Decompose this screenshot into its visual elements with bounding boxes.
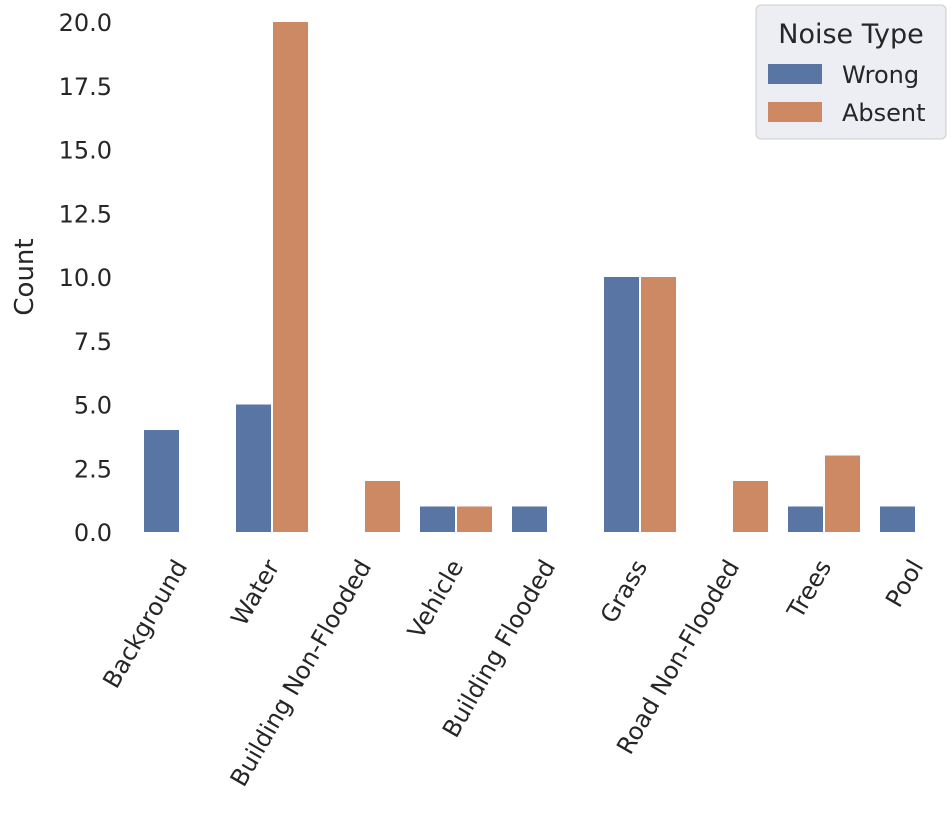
bar-wrong — [420, 506, 455, 532]
bar-absent — [365, 481, 400, 532]
bar-absent — [825, 455, 860, 532]
bars — [144, 22, 915, 532]
bar-wrong — [512, 506, 547, 532]
legend-swatch-absent — [768, 102, 822, 122]
y-tick-label: 0.0 — [74, 519, 112, 547]
bar-absent — [733, 481, 768, 532]
x-tick-label: Grass — [595, 555, 653, 628]
bar-wrong — [880, 506, 915, 532]
y-tick-label: 5.0 — [74, 392, 112, 420]
y-tick-label: 17.5 — [59, 73, 112, 101]
bar-wrong — [788, 506, 823, 532]
bar-absent — [457, 506, 492, 532]
y-tick-label: 20.0 — [59, 9, 112, 37]
legend-label-absent: Absent — [842, 99, 926, 127]
y-tick-label: 10.0 — [59, 264, 112, 292]
x-tick-label: Trees — [781, 555, 837, 624]
y-tick-label: 15.0 — [59, 137, 112, 165]
y-axis-title: Count — [10, 238, 40, 315]
x-tick-label: Vehicle — [402, 555, 469, 643]
legend-swatch-wrong — [768, 64, 822, 84]
bar-absent — [641, 277, 676, 532]
y-tick-label: 7.5 — [74, 328, 112, 356]
bar-absent — [273, 22, 308, 532]
x-tick-label: Pool — [880, 555, 929, 612]
y-tick-label: 2.5 — [74, 455, 112, 483]
bar-wrong — [144, 430, 179, 532]
x-tick-label: Background — [97, 555, 193, 693]
bar-wrong — [236, 404, 271, 532]
x-tick-label: Water — [225, 555, 285, 631]
legend-label-wrong: Wrong — [842, 61, 919, 89]
y-axis: 0.0 2.5 5.0 7.5 10.0 12.5 15.0 17.5 20.0 — [59, 9, 112, 547]
y-tick-label: 12.5 — [59, 200, 112, 228]
bar-wrong — [604, 277, 639, 532]
legend: Noise Type Wrong Absent — [755, 4, 947, 140]
legend-title: Noise Type — [778, 19, 924, 50]
